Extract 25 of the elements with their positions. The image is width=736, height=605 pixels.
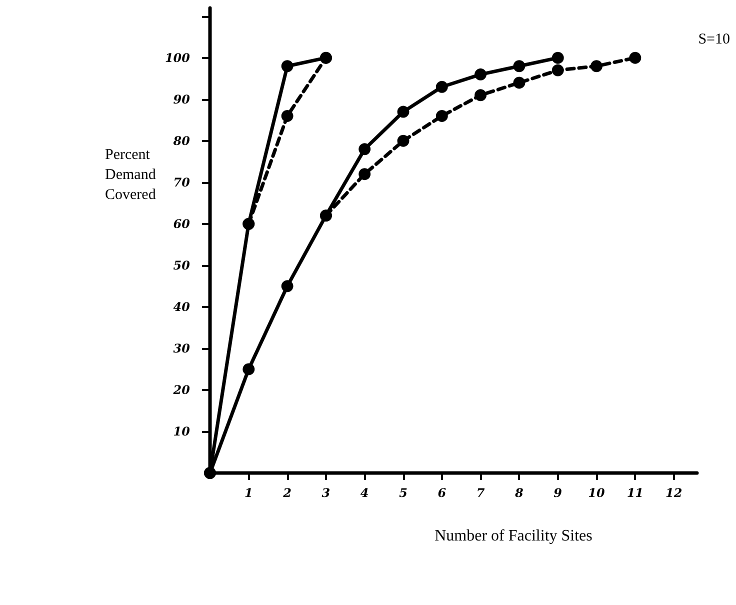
y-axis-title: Percent Demand Covered bbox=[105, 147, 156, 203]
y-tick-label: 10 bbox=[173, 424, 191, 438]
x-tick-label: 1 bbox=[244, 486, 253, 500]
x-tick-label: 8 bbox=[514, 486, 524, 500]
x-tick-label: 6 bbox=[438, 486, 447, 500]
y-tick-label: 50 bbox=[173, 258, 191, 272]
text: S=10 bbox=[698, 32, 730, 48]
x-tick-label: 11 bbox=[626, 486, 644, 500]
y-tick-label: 70 bbox=[173, 175, 191, 190]
x-tick-label: 7 bbox=[476, 486, 486, 500]
x-tick-label: 3 bbox=[322, 486, 330, 500]
x-tick-label: 9 bbox=[554, 486, 563, 500]
x-tick-label: 4 bbox=[360, 486, 369, 500]
y-tick-label: 80 bbox=[172, 134, 191, 148]
y-tick-label: 100 bbox=[164, 50, 191, 65]
y-tick-label: 30 bbox=[173, 341, 191, 356]
y-tick-label: 20 bbox=[172, 382, 191, 397]
x-tick-label: 2 bbox=[282, 486, 292, 500]
x-axis-title: Number of Facility Sites bbox=[434, 528, 592, 544]
y-tick-label: 90 bbox=[173, 92, 191, 106]
y-tick-label: 60 bbox=[173, 216, 191, 231]
y-tick-label: 40 bbox=[173, 300, 191, 314]
x-tick-label: 10 bbox=[588, 486, 606, 500]
x-tick-label: 12 bbox=[665, 486, 682, 500]
x-tick-label: 5 bbox=[399, 486, 408, 500]
